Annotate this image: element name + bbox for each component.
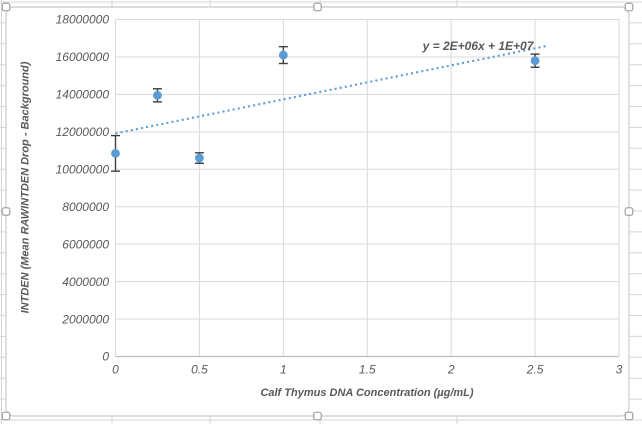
data-point-marker[interactable] bbox=[195, 153, 204, 163]
data-point-marker[interactable] bbox=[278, 50, 288, 60]
y-axis-tick-label[interactable]: 12000000 bbox=[56, 125, 110, 139]
data-point-marker[interactable] bbox=[111, 148, 120, 158]
selection-handle-bottom-middle[interactable] bbox=[313, 411, 322, 421]
y-axis-tick-label[interactable]: 8000000 bbox=[62, 200, 109, 214]
y-axis-tick-label[interactable]: 14000000 bbox=[56, 88, 110, 102]
data-point-marker[interactable] bbox=[530, 56, 540, 66]
y-axis-tick-label[interactable]: 16000000 bbox=[56, 50, 110, 64]
selection-handle-top-left[interactable] bbox=[1, 2, 11, 12]
x-axis-tick-label[interactable]: 1.5 bbox=[359, 363, 376, 377]
selection-handle-bottom-left[interactable] bbox=[1, 411, 11, 421]
y-axis-tick-label[interactable]: 10000000 bbox=[56, 162, 110, 176]
x-axis-title[interactable]: Calf Thymus DNA Concentration (µg/mL) bbox=[260, 387, 474, 399]
y-axis-tick-label[interactable]: 18000000 bbox=[56, 13, 110, 27]
x-axis-tick-label[interactable]: 0.5 bbox=[191, 363, 208, 377]
x-axis-tick-label[interactable]: 3 bbox=[616, 363, 623, 377]
y-axis-tick-label[interactable]: 2000000 bbox=[61, 312, 109, 326]
selection-handle-top-right[interactable] bbox=[624, 2, 634, 12]
x-axis-tick-label[interactable]: 2.5 bbox=[526, 363, 544, 377]
trendline-equation-label[interactable]: y = 2E+06x + 1E+07 bbox=[422, 39, 534, 53]
y-axis-tick-label[interactable]: 0 bbox=[102, 350, 109, 364]
x-axis-tick-label[interactable]: 0 bbox=[112, 363, 119, 377]
y-axis-tick-label[interactable]: 6000000 bbox=[62, 237, 109, 251]
x-axis-tick-label[interactable]: 1 bbox=[280, 363, 287, 377]
data-point-marker[interactable] bbox=[153, 90, 162, 100]
y-axis-title[interactable]: INTDEN (Mean RAWINTDEN Drop - Background… bbox=[19, 61, 32, 314]
x-axis-tick-label[interactable]: 2 bbox=[447, 363, 455, 377]
selection-handle-bottom-right[interactable] bbox=[624, 411, 634, 421]
selection-handle-top-middle[interactable] bbox=[313, 2, 322, 12]
selection-handle-middle-right[interactable] bbox=[624, 207, 634, 216]
trendline[interactable] bbox=[115, 44, 549, 135]
y-axis-tick-label[interactable]: 4000000 bbox=[62, 275, 109, 289]
selection-handle-middle-left[interactable] bbox=[1, 207, 11, 216]
